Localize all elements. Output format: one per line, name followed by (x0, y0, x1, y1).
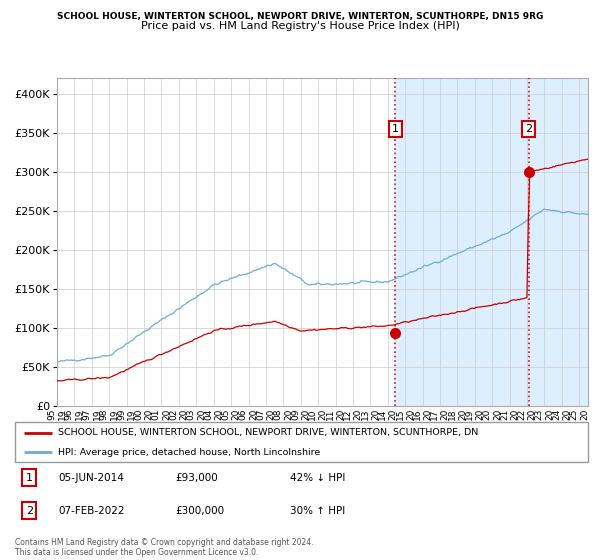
Text: 07-FEB-2022: 07-FEB-2022 (58, 506, 124, 516)
Text: SCHOOL HOUSE, WINTERTON SCHOOL, NEWPORT DRIVE, WINTERTON, SCUNTHORPE, DN15 9RG: SCHOOL HOUSE, WINTERTON SCHOOL, NEWPORT … (57, 12, 543, 21)
Text: 2: 2 (525, 124, 532, 134)
Text: 1: 1 (392, 124, 399, 134)
Text: 42% ↓ HPI: 42% ↓ HPI (290, 473, 346, 483)
Text: 30% ↑ HPI: 30% ↑ HPI (290, 506, 345, 516)
Text: SCHOOL HOUSE, WINTERTON SCHOOL, NEWPORT DRIVE, WINTERTON, SCUNTHORPE, DN: SCHOOL HOUSE, WINTERTON SCHOOL, NEWPORT … (58, 428, 478, 437)
Text: HPI: Average price, detached house, North Lincolnshire: HPI: Average price, detached house, Nort… (58, 448, 320, 457)
Bar (395, 78, 588, 406)
Text: 05-JUN-2014: 05-JUN-2014 (58, 473, 124, 483)
FancyBboxPatch shape (15, 422, 588, 462)
Text: Price paid vs. HM Land Registry's House Price Index (HPI): Price paid vs. HM Land Registry's House … (140, 21, 460, 31)
Text: 2: 2 (26, 506, 33, 516)
Text: 1: 1 (26, 473, 33, 483)
Text: £93,000: £93,000 (175, 473, 218, 483)
Text: £300,000: £300,000 (175, 506, 224, 516)
Text: Contains HM Land Registry data © Crown copyright and database right 2024.
This d: Contains HM Land Registry data © Crown c… (15, 538, 314, 557)
